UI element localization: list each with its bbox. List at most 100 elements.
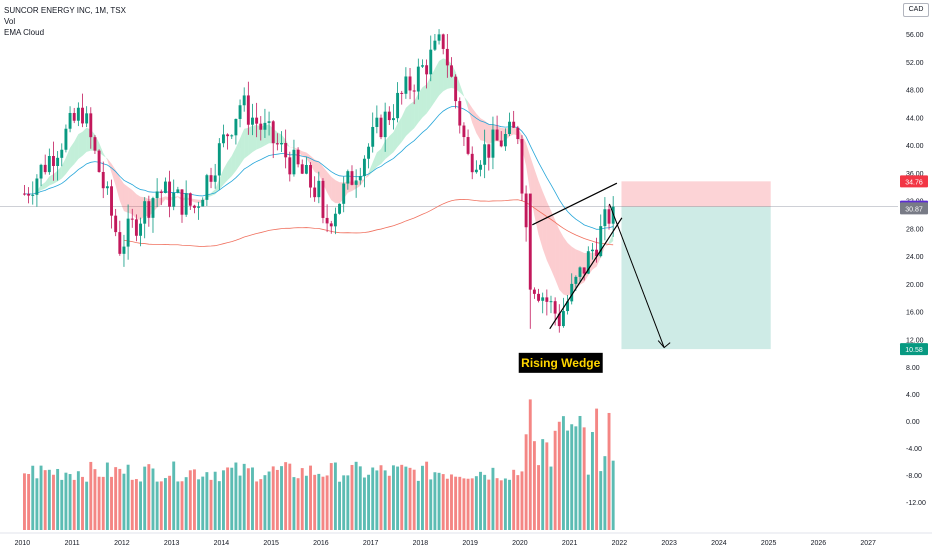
volume-bar <box>93 469 97 530</box>
volume-bar <box>578 415 582 530</box>
candle-body <box>487 144 491 158</box>
candle-body <box>574 276 578 284</box>
ema-cloud-segment <box>385 136 390 160</box>
time-tick-label: 2015 <box>263 540 279 547</box>
price-tick-label: 48.00 <box>906 88 924 95</box>
currency-badge[interactable]: CAD <box>903 3 929 17</box>
candle-body <box>172 192 176 207</box>
candle-body <box>408 76 412 91</box>
ema-cloud-segment <box>260 125 265 148</box>
time-tick-label: 2013 <box>164 540 180 547</box>
candle-body <box>255 117 259 124</box>
ema-cloud-segment <box>132 189 137 220</box>
volume-bar <box>105 462 109 530</box>
time-tick-label: 2025 <box>761 540 777 547</box>
candle-body <box>508 121 511 134</box>
candle-body <box>72 112 76 121</box>
volume-bar <box>275 469 279 530</box>
time-tick-label: 2021 <box>562 540 578 547</box>
ema-cloud-segment <box>609 233 614 245</box>
volume-bar <box>188 470 192 530</box>
time-tick-label: 2011 <box>65 540 80 547</box>
volume-bar <box>429 479 433 530</box>
volume-bar <box>284 462 288 530</box>
volume-bar <box>462 478 466 530</box>
candle-body <box>209 175 213 182</box>
volume-bar <box>89 461 93 530</box>
price-tick-label: 12.00 <box>906 337 924 344</box>
candle-body <box>251 117 254 125</box>
ema-cloud-segment <box>157 197 162 208</box>
price-label-badge[interactable] <box>900 343 928 356</box>
ema-cloud-segment <box>381 140 386 165</box>
candle-body <box>134 219 138 236</box>
volume-bar <box>114 467 118 530</box>
volume-bar <box>72 479 76 530</box>
ema-cloud-segment <box>364 172 369 180</box>
annotation-rising-wedge[interactable]: Rising Wedge <box>521 356 600 370</box>
candle-body <box>85 113 89 124</box>
ema-cloud-segment <box>401 107 406 143</box>
ema-cloud-segment <box>107 158 112 173</box>
candle-body <box>27 193 31 196</box>
ema-cloud-segment <box>82 127 87 156</box>
ema-cloud-segment <box>111 163 116 186</box>
candle-body <box>155 191 159 199</box>
volume-bar <box>586 474 590 530</box>
volume-bar <box>296 478 300 530</box>
volume-bar <box>35 478 39 530</box>
ema-cloud-segment <box>70 141 75 169</box>
volume-bar <box>362 477 366 530</box>
ema-cloud-indicator-label[interactable]: EMA Cloud <box>4 28 45 37</box>
candle-body <box>595 249 599 257</box>
volume-bar <box>474 476 478 530</box>
candle-body <box>93 137 97 151</box>
volume-bar <box>126 464 130 530</box>
candle-body <box>329 223 333 227</box>
candle-body <box>570 283 574 302</box>
volume-bar <box>151 468 155 530</box>
time-tick-label: 2019 <box>462 540 478 547</box>
ema-cloud-segment <box>418 87 423 123</box>
volume-bar <box>317 473 321 530</box>
volume-bar <box>582 427 586 530</box>
volume-bar <box>541 439 545 530</box>
candle-body <box>217 143 221 176</box>
projection-arrow-shaft[interactable] <box>608 203 665 348</box>
ema-cloud-segment <box>372 152 377 172</box>
volume-bar <box>545 442 549 530</box>
candle-body <box>421 65 424 67</box>
candle-body <box>371 126 375 147</box>
wedge-upper-line[interactable] <box>532 182 618 226</box>
ema-cloud-segment <box>443 58 448 92</box>
volume-indicator-label[interactable]: Vol <box>4 17 16 26</box>
ema-cloud-segment <box>240 128 245 165</box>
volume-bar <box>590 432 594 530</box>
ema-cloud-segment <box>74 134 79 165</box>
ema-cloud-segment <box>65 147 71 175</box>
volume-bar <box>566 430 570 530</box>
ema-cloud-segment <box>405 104 411 137</box>
volume-bar <box>503 478 507 530</box>
price-label-badge[interactable] <box>900 175 928 188</box>
volume-bar <box>288 463 292 530</box>
volume-tick-label: -12.00 <box>906 500 926 507</box>
candle-body <box>466 137 470 154</box>
wedge-lower-line[interactable] <box>549 217 623 330</box>
ema-cloud-segment <box>231 147 236 177</box>
price-label-badge[interactable] <box>900 202 928 215</box>
symbol-title[interactable]: SUNCOR ENERGY INC, 1M, TSX <box>4 6 126 15</box>
volume-bar <box>611 460 615 530</box>
volume-bar <box>445 478 449 530</box>
volume-bar <box>222 470 225 530</box>
candle-body <box>391 118 395 121</box>
candle-body <box>387 111 391 121</box>
candle-body <box>499 140 503 147</box>
candle-body <box>338 203 341 214</box>
profit-target-zone <box>621 206 771 350</box>
price-tick-label: 56.00 <box>906 32 924 39</box>
volume-tick-label: -8.00 <box>906 473 922 480</box>
candle-body <box>445 48 449 66</box>
volume-bar <box>97 476 101 530</box>
